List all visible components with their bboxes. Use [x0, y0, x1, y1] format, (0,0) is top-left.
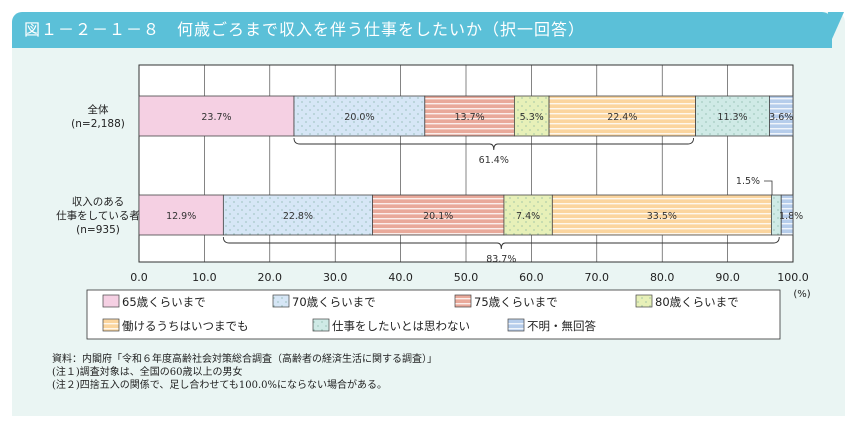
x-tick-label: 70.0	[585, 271, 610, 284]
data-label: 11.3%	[717, 112, 747, 123]
data-label: 23.7%	[201, 112, 231, 123]
x-tick-label: 40.0	[388, 271, 413, 284]
bar-segment	[780, 194, 794, 236]
leader-line	[764, 180, 773, 195]
legend-label: 不明・無回答	[527, 319, 596, 333]
legend-swatch	[507, 318, 525, 332]
source-note: 資料：内閣府「令和６年度高齢社会対策総合調査（高齢者の経済生活に関する調査）」	[52, 354, 437, 365]
x-tick-label: 10.0	[192, 271, 217, 284]
legend-label: 70歳くらいまで	[292, 295, 376, 309]
data-label: 22.8%	[283, 211, 313, 222]
data-label: 12.9%	[166, 211, 196, 222]
x-tick-label: 30.0	[323, 271, 348, 284]
bracket	[222, 236, 780, 250]
bar-segment	[551, 194, 772, 236]
legend-swatch	[454, 294, 472, 308]
bracket	[293, 137, 695, 151]
legend-label: 働けるうちはいつまでも	[122, 319, 249, 333]
bracket-label: 61.4%	[479, 155, 509, 166]
x-tick-label: 0.0	[130, 271, 148, 284]
legend-label: 65歳くらいまで	[122, 295, 206, 309]
bracket-label: 83.7%	[486, 254, 516, 265]
x-tick-label: 80.0	[650, 271, 675, 284]
data-label: 5.3%	[520, 112, 544, 123]
bar-segment	[424, 95, 515, 137]
legend-label: 80歳くらいまで	[655, 295, 739, 309]
data-label: 13.7%	[455, 112, 485, 123]
note-2: (注２)四捨五入の関係で、足し合わせても100.0%にならない場合がある。	[52, 380, 388, 391]
category-label: 仕事をしている者	[56, 209, 140, 222]
x-tick-label: 60.0	[519, 271, 544, 284]
legend-box	[86, 289, 781, 340]
figure-title: 図１－２－１－８ 何歳ごろまで収入を伴う仕事をしたいか（択一回答）	[12, 12, 832, 48]
data-label: 3.6%	[769, 112, 793, 123]
bar-segment	[548, 95, 696, 137]
data-label: 7.4%	[516, 211, 540, 222]
legend-swatch	[102, 318, 120, 332]
bar-segment	[503, 194, 553, 236]
bar-segment	[372, 194, 505, 236]
x-tick-label: 90.0	[715, 271, 740, 284]
data-label: 20.1%	[423, 211, 453, 222]
header-tail	[828, 12, 844, 48]
legend-swatch	[272, 294, 290, 308]
legend-swatch	[102, 294, 120, 308]
category-label: 収入のある	[72, 196, 125, 208]
legend-swatch	[312, 318, 330, 332]
legend-label: 75歳くらいまで	[474, 295, 558, 309]
bar-segment	[293, 95, 426, 137]
data-label: 22.4%	[607, 112, 637, 123]
data-label: 20.0%	[344, 112, 374, 123]
bar-segment	[222, 194, 373, 236]
bar-segment	[695, 95, 770, 137]
category-label: 全体	[88, 103, 109, 116]
data-label: 1.8%	[779, 211, 803, 222]
category-label: (n=2,188)	[71, 118, 125, 130]
legend-swatch	[635, 294, 653, 308]
bar-segment	[138, 194, 224, 236]
data-label: 33.5%	[647, 211, 677, 222]
bar-segment	[138, 95, 295, 137]
note-1: (注１)調査対象は、全国の60歳以上の男女	[52, 367, 243, 378]
x-tick-label: 50.0	[454, 271, 479, 284]
category-label: (n=935)	[76, 224, 120, 236]
x-unit-label: (%)	[793, 289, 810, 300]
data-label: 1.5%	[736, 176, 760, 187]
x-tick-label: 100.0	[777, 271, 809, 284]
bar-segment	[769, 95, 794, 137]
legend-label: 仕事をしたいとは思わない	[332, 319, 470, 333]
x-tick-label: 20.0	[258, 271, 283, 284]
notes: 資料：内閣府「令和６年度高齢社会対策総合調査（高齢者の経済生活に関する調査）」 …	[52, 353, 437, 392]
